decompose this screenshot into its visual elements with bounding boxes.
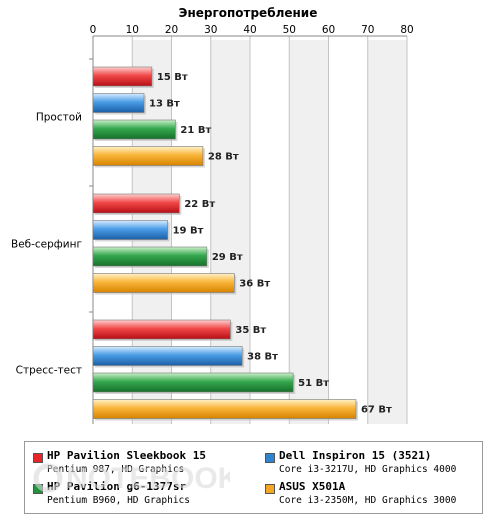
- category-label: Простой: [36, 111, 82, 123]
- legend: HP Pavilion Sleekbook 15 Pentium 987, HD…: [24, 441, 483, 514]
- bar-1-1: [92, 220, 168, 240]
- bar-2-1: [92, 346, 243, 366]
- grid-band: [367, 40, 407, 424]
- x-tick-label: 0: [90, 24, 97, 36]
- data-label: 15 Вт: [157, 72, 188, 83]
- legend-series-name: Dell Inspiron 15 (3521): [279, 449, 432, 462]
- data-label: 35 Вт: [235, 325, 266, 336]
- x-tick-label: 80: [400, 24, 413, 36]
- data-label: 38 Вт: [247, 352, 278, 363]
- chart-title: Энергопотребление: [179, 6, 318, 20]
- bar-2-0: [92, 319, 231, 340]
- x-tick-label: 20: [165, 24, 178, 36]
- bar-1-0: [92, 193, 180, 214]
- data-label: 22 Вт: [184, 199, 215, 210]
- data-label: 67 Вт: [361, 405, 392, 416]
- legend-series-description: Pentium 987, HD Graphics: [47, 464, 185, 475]
- bar-0-2: [92, 119, 176, 140]
- legend-series-description: Pentium B960, HD Graphics: [47, 495, 190, 506]
- x-tick-label: 60: [322, 24, 335, 36]
- data-label: 19 Вт: [173, 226, 204, 237]
- data-label: 51 Вт: [298, 378, 329, 389]
- bar-1-2: [92, 246, 208, 267]
- legend-series-name: ASUS X501A: [279, 480, 346, 493]
- data-label: 28 Вт: [208, 152, 239, 163]
- legend-swatch-icon: [265, 453, 275, 463]
- x-tick-label: 70: [361, 24, 374, 36]
- legend-series-description: Core i3-3217U, HD Graphics 4000: [279, 464, 457, 475]
- x-tick-label: 50: [283, 24, 296, 36]
- grid-band: [289, 40, 329, 424]
- legend-swatch-icon: [33, 453, 43, 463]
- category-label: Веб-серфинг: [11, 238, 82, 250]
- data-label: 29 Вт: [212, 252, 243, 263]
- legend-swatch-icon: [33, 484, 43, 494]
- grid-band: [250, 40, 290, 424]
- data-label: 21 Вт: [180, 125, 211, 136]
- legend-series-name: HP Pavilion g6-1377sr: [47, 480, 187, 493]
- legend-series-name: HP Pavilion Sleekbook 15: [47, 449, 206, 462]
- chart: Энергопотребление 0 10 20 30 40 50 60 70 80 Прос…: [11, 6, 414, 424]
- x-tick-label: 10: [126, 24, 139, 36]
- legend-series-description: Core i3-2350M, HD Graphics 3000: [279, 495, 457, 506]
- bar-1-3: [92, 273, 235, 293]
- bar-0-0: [92, 66, 153, 87]
- data-label: 36 Вт: [239, 279, 270, 290]
- x-tick-label: 30: [204, 24, 217, 36]
- bar-0-3: [92, 146, 204, 166]
- bar-2-3: [92, 399, 357, 419]
- data-label: 13 Вт: [149, 99, 180, 110]
- grid-band: [328, 40, 368, 424]
- bar-0-1: [92, 93, 145, 113]
- category-label: Стресс-тест: [16, 364, 82, 376]
- legend-swatch-icon: [265, 484, 275, 494]
- x-tick-label: 40: [243, 24, 256, 36]
- bar-2-2: [92, 372, 294, 393]
